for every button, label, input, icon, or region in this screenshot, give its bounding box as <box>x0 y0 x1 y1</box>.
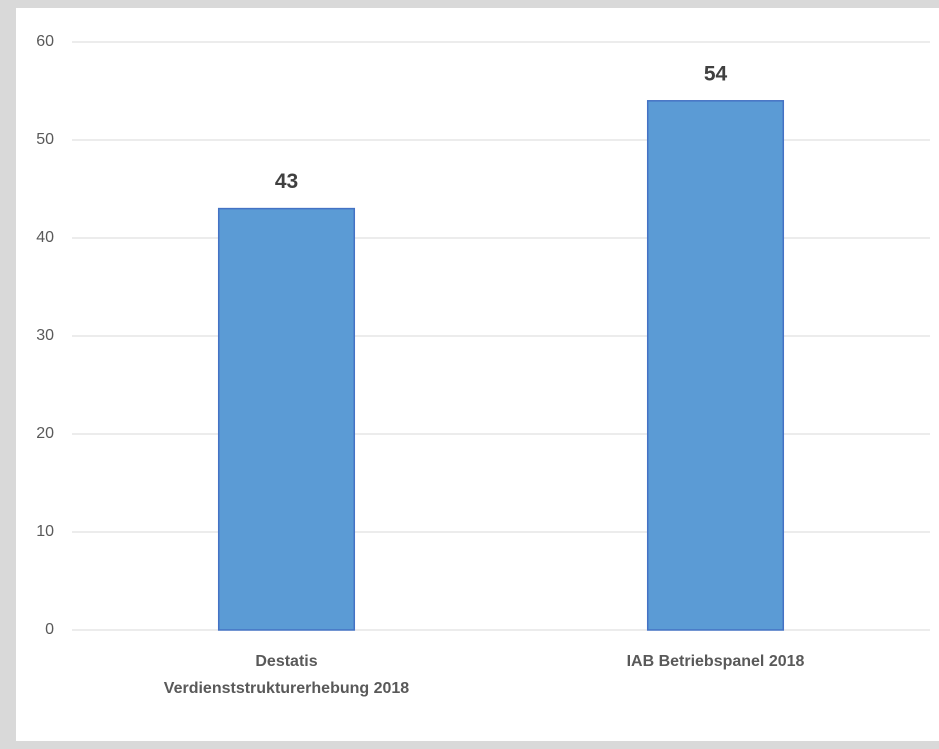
chart: 0 10 20 30 40 50 60 43 54 <box>36 33 930 638</box>
y-tick-label: 50 <box>36 131 54 148</box>
data-label: 43 <box>275 170 298 193</box>
bar <box>646 100 785 631</box>
y-tick-label: 10 <box>36 523 54 540</box>
y-tick-label: 0 <box>45 621 54 638</box>
y-tick-label: 20 <box>36 425 54 442</box>
y-tick-label: 30 <box>36 327 54 344</box>
bar <box>217 207 356 631</box>
y-tick-label: 40 <box>36 229 54 246</box>
y-tick-label: 60 <box>36 33 54 50</box>
x-tick-label: Destatis Verdienststrukturerhebung 2018 <box>163 653 410 697</box>
x-tick-label: IAB Betriebspanel 2018 <box>626 653 805 670</box>
data-label: 54 <box>704 62 728 85</box>
plot-panel: 0 10 20 30 40 50 60 43 54 Destatis Verdienststruk… <box>16 8 939 741</box>
